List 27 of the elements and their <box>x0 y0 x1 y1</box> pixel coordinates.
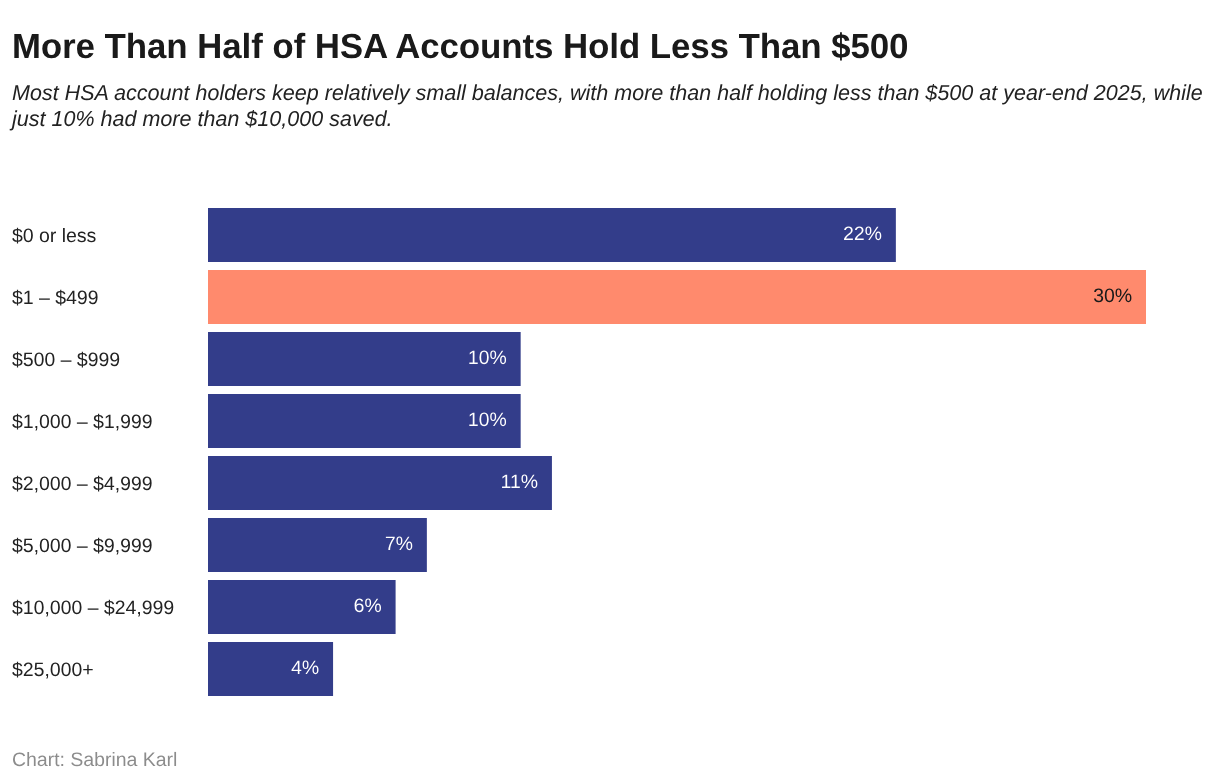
bar <box>208 270 1146 324</box>
bar <box>208 394 521 448</box>
y-tick-label: $0 or less <box>12 227 96 244</box>
data-label: 30% <box>1093 288 1132 303</box>
bar <box>208 518 427 572</box>
text: Chart: Sabrina Karl <box>12 751 177 767</box>
y-tick-label: $10,000 – $24,999 <box>12 599 174 617</box>
bar <box>208 456 552 510</box>
data-label: 4% <box>291 660 319 675</box>
y-tick-label: $500 – $999 <box>12 351 120 368</box>
chart-subtitle: Most HSA account holders keep relatively small balances, with more than half holding less than $500 at year-end 2025, while just 10% had more than $10,000 saved. <box>9 84 1202 131</box>
data-label: 6% <box>354 598 382 613</box>
y-tick-label: $1,000 – $1,999 <box>12 413 152 431</box>
bar <box>208 332 521 386</box>
y-tick-label: $5,000 – $9,999 <box>12 537 152 555</box>
bar <box>208 208 896 262</box>
data-label: 10% <box>469 350 507 365</box>
data-label: 11% <box>502 474 538 489</box>
y-tick-label: $2,000 – $4,999 <box>12 475 152 493</box>
data-label: 10% <box>469 412 507 427</box>
data-label: 22% <box>844 226 882 241</box>
data-label: 7% <box>385 536 413 551</box>
y-tick-label: $1 – $499 <box>12 289 98 306</box>
chart-title: More Than Half of HSA Accounts Hold Less Than $500 <box>14 32 908 61</box>
y-tick-label: $25,000+ <box>12 661 93 679</box>
bar <box>208 642 334 696</box>
bar <box>208 580 396 634</box>
